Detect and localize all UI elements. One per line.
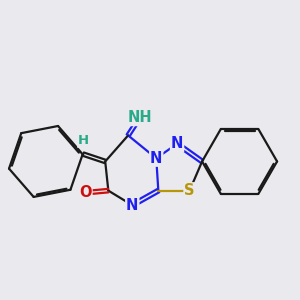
Text: O: O [79,185,92,200]
Text: NH: NH [127,110,152,125]
Text: H: H [78,134,89,147]
Text: N: N [150,151,162,166]
Text: N: N [126,198,139,213]
Text: N: N [171,136,183,151]
Text: S: S [184,183,195,198]
